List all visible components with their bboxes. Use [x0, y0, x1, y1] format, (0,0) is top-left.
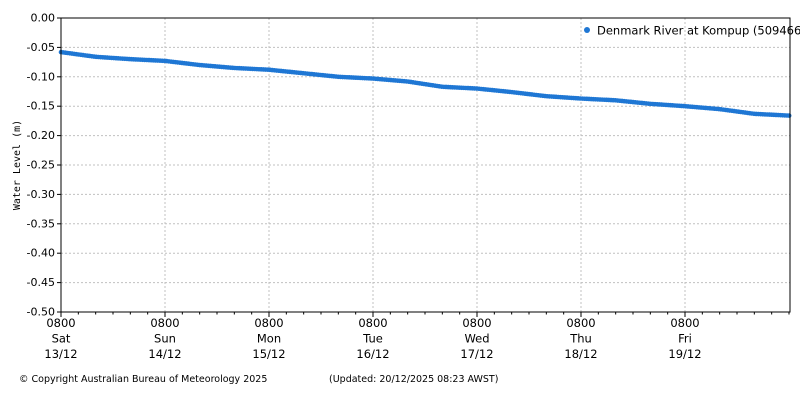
- updated-timestamp: (Updated: 20/12/2025 08:23 AWST): [329, 374, 499, 385]
- x-tick-label: 18/12: [564, 347, 597, 361]
- y-tick-label: -0.40: [27, 247, 55, 260]
- data-point: [786, 113, 792, 118]
- y-tick-label: -0.20: [27, 129, 55, 142]
- plot-frame: [60, 17, 791, 313]
- x-tick-label: Fri: [678, 332, 692, 346]
- y-tick-label: -0.15: [27, 100, 55, 113]
- x-tick-label: Tue: [362, 332, 383, 346]
- x-tick-label: 0800: [46, 316, 75, 330]
- y-tick-label: 0.00: [31, 12, 56, 25]
- y-tick-label: -0.35: [27, 217, 55, 230]
- x-tick-label: 16/12: [356, 347, 389, 361]
- y-tick-label: -0.30: [27, 188, 55, 201]
- legend: Denmark River at Kompup (509466): [584, 24, 800, 38]
- y-tick-label: -0.05: [27, 41, 55, 54]
- y-tick-label: -0.45: [27, 276, 55, 289]
- x-tick-label: 15/12: [252, 347, 285, 361]
- legend-label: Denmark River at Kompup (509466): [597, 24, 800, 38]
- x-tick-label: 0800: [462, 316, 491, 330]
- series-denmark-river: [58, 49, 792, 118]
- axes: [57, 17, 791, 317]
- x-tick-label: Sat: [52, 332, 71, 346]
- x-tick-label: 0800: [358, 316, 387, 330]
- y-tick-labels: 0.00 -0.05 -0.10 -0.15 -0.20 -0.25 -0.30 -0.35 -…: [27, 12, 55, 319]
- legend-marker: [584, 27, 590, 33]
- y-axis-label: Water Level (m): [12, 120, 23, 210]
- x-tick-label: 19/12: [668, 347, 701, 361]
- x-tick-label: Wed: [464, 332, 489, 346]
- x-tick-label: Sun: [154, 332, 176, 346]
- x-tick-label: Thu: [569, 332, 592, 346]
- x-tick-label: 17/12: [460, 347, 493, 361]
- y-tick-label: -0.10: [27, 70, 55, 83]
- x-tick-label: 14/12: [148, 347, 181, 361]
- x-tick-label: 13/12: [44, 347, 77, 361]
- y-tick-label: -0.25: [27, 159, 55, 172]
- x-tick-label: Mon: [257, 332, 281, 346]
- grid: [61, 18, 790, 312]
- y-tick-label: -0.50: [27, 306, 55, 319]
- copyright-notice: © Copyright Australian Bureau of Meteoro…: [19, 374, 268, 385]
- x-tick-label: 0800: [566, 316, 595, 330]
- x-tick-label: 0800: [254, 316, 283, 330]
- x-tick-label: 0800: [670, 316, 699, 330]
- x-tick-label: 0800: [150, 316, 179, 330]
